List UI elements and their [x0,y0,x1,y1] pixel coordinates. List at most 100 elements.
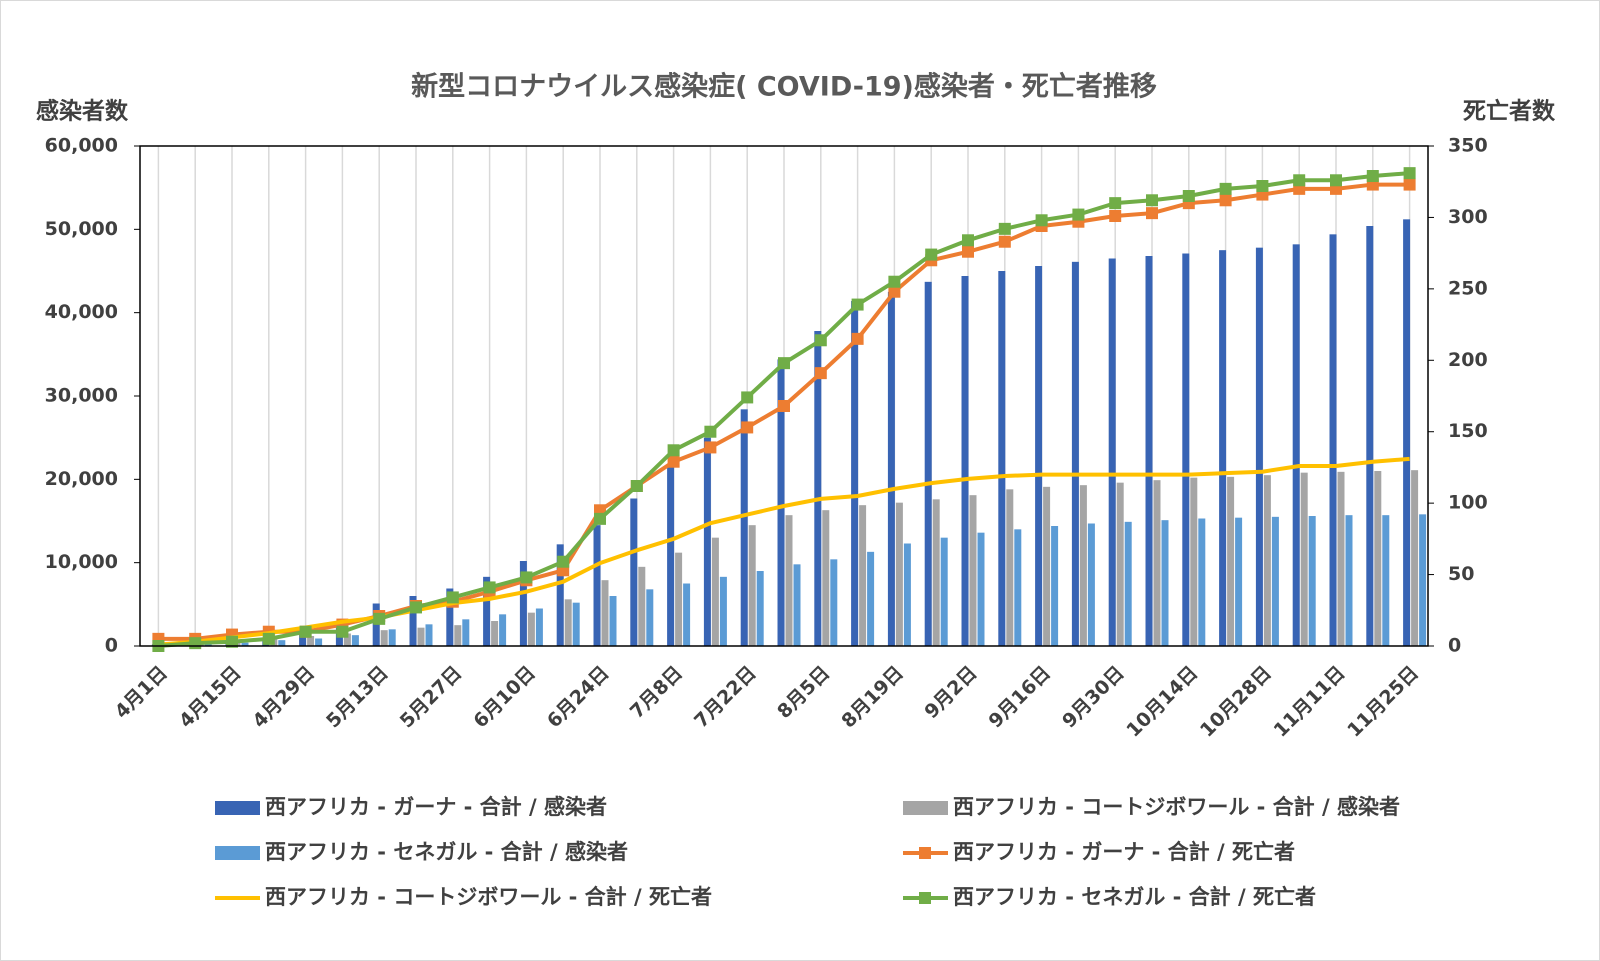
y-axis-label: 感染者数 [36,98,129,125]
y2-tick-label: 300 [1448,206,1488,228]
marker [189,637,202,650]
bar [454,625,462,646]
bar [1116,482,1124,646]
marker [888,275,901,288]
y2-tick-label: 150 [1448,420,1488,442]
marker [336,625,349,638]
y2-tick-label: 250 [1448,277,1488,299]
line [158,456,1410,647]
bar [1345,515,1353,646]
marker [262,632,275,645]
marker [667,444,680,457]
legend-label: 西アフリカ - ガーナ - 合計 / 感染者 [265,795,607,819]
marker [1256,180,1269,192]
bar [630,498,638,646]
bar [1337,471,1345,646]
bar [740,409,748,646]
bar [1071,261,1079,646]
bar [1329,234,1337,647]
bar [748,525,756,646]
bar [1263,475,1271,646]
bar [527,612,535,646]
marker [1035,214,1048,227]
bar [446,588,454,646]
marker [851,298,864,311]
marker [1293,174,1306,187]
marker [1219,194,1232,207]
bar [315,638,323,646]
bar [1219,250,1227,646]
marker [483,581,496,594]
bar [307,636,315,646]
y-tick-label: 0 [105,635,118,657]
bar [278,640,286,646]
bar [609,596,617,646]
marker [888,285,901,298]
marker [962,234,974,247]
bar [499,614,507,646]
bar [998,271,1006,646]
bar [830,559,838,646]
marker [704,441,717,454]
bar [1382,515,1390,646]
marker [1146,207,1158,220]
bar [1271,516,1279,646]
bar [1403,219,1411,647]
bar [1292,244,1300,647]
marker [557,555,570,568]
bar [601,580,609,646]
bar [851,301,859,646]
y-tick-label: 40,000 [45,301,118,323]
bar [1043,486,1051,646]
bar [638,566,646,646]
bar [1300,472,1308,646]
bar [785,515,793,646]
bar [1255,247,1263,646]
bar [425,624,433,646]
bar [646,589,654,646]
bar [1198,518,1206,646]
bar [1153,480,1161,646]
bar [667,463,675,646]
marker [1403,167,1416,180]
marker [741,421,754,434]
bar [1051,526,1059,646]
bar [1161,520,1169,646]
marker [1403,178,1416,191]
bar [1308,516,1316,646]
bar [932,499,940,646]
legend-marker [919,847,931,859]
marker [667,455,680,468]
bar [756,571,764,646]
bar [380,630,388,646]
marker [814,334,827,347]
marker [998,222,1011,235]
bar [683,583,691,646]
bar [777,359,785,646]
y-tick-label: 60,000 [45,135,118,157]
legend-swatch [215,846,260,860]
bar [519,561,527,646]
bar [409,596,417,646]
y2-tick-label: 350 [1448,135,1488,157]
bar [793,564,801,646]
bar [719,576,727,646]
legend-swatch [215,801,260,815]
bar [491,621,499,646]
bar [564,599,572,646]
bar [1087,523,1095,646]
legend-label: 西アフリカ - コートジボワール - 合計 / 死亡者 [265,885,712,909]
marker [925,248,938,261]
bar [1182,253,1190,646]
bar [1006,489,1014,646]
legend-label: 西アフリカ - ガーナ - 合計 / 死亡者 [953,840,1295,864]
legend-label: 西アフリカ - コートジボワール - 合計 / 感染者 [953,795,1400,819]
bar [1014,529,1022,646]
marker [1146,194,1158,207]
marker [630,480,643,492]
bar [675,552,683,646]
bar [822,510,830,646]
plot-border [139,145,1429,647]
bar [299,631,307,646]
